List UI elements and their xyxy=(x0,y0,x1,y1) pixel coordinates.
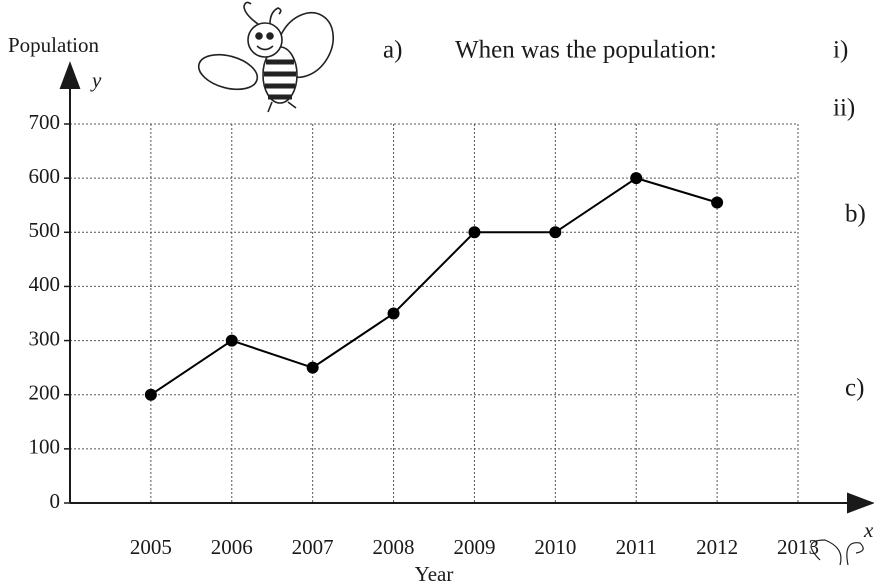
data-point xyxy=(387,307,400,320)
data-point xyxy=(306,361,319,374)
data-point xyxy=(225,334,238,347)
x-tick-label: 2008 xyxy=(373,535,415,559)
x-tick-label: 2010 xyxy=(534,535,576,559)
x-axis-arrow xyxy=(847,492,874,514)
y-axis-arrow xyxy=(59,61,81,89)
annotation: i) xyxy=(833,37,848,64)
annotation: a) xyxy=(383,37,402,64)
data-point xyxy=(144,388,157,401)
annotation: b) xyxy=(845,201,866,228)
y-tick-label: 600 xyxy=(29,164,61,188)
data-point xyxy=(711,196,724,209)
x-tick-label: 2009 xyxy=(453,535,495,559)
y-tick-label: 400 xyxy=(29,272,61,296)
annotation: When was the population: xyxy=(455,37,717,64)
x-tick-label: 2005 xyxy=(130,535,172,559)
annotation: c) xyxy=(845,375,864,402)
x-tick-label: 2011 xyxy=(616,535,657,559)
axes xyxy=(59,61,874,514)
y-tick-label: 500 xyxy=(29,218,61,242)
y-axis-symbol: y xyxy=(90,68,102,92)
x-tick-label: 2013 xyxy=(777,535,819,559)
x-axis-symbol: x xyxy=(863,518,874,542)
x-tick-label: 2007 xyxy=(292,535,334,559)
data-point xyxy=(549,226,562,239)
y-axis-label: Population xyxy=(8,33,100,57)
grid xyxy=(70,123,799,504)
x-tick-label: 2006 xyxy=(211,535,253,559)
y-tick-label: 200 xyxy=(29,381,61,405)
y-tick-label: 300 xyxy=(29,326,61,350)
y-tick-label: 700 xyxy=(29,110,61,134)
y-tick-label: 0 xyxy=(50,489,61,513)
data-point xyxy=(468,226,481,239)
data-point xyxy=(630,172,643,185)
y-tick-label: 100 xyxy=(29,435,61,459)
series-line xyxy=(150,177,718,396)
x-tick-label: 2012 xyxy=(696,535,738,559)
x-axis-label: Year xyxy=(415,562,454,586)
bee-illustration xyxy=(197,1,864,566)
annotation: ii) xyxy=(833,95,855,122)
